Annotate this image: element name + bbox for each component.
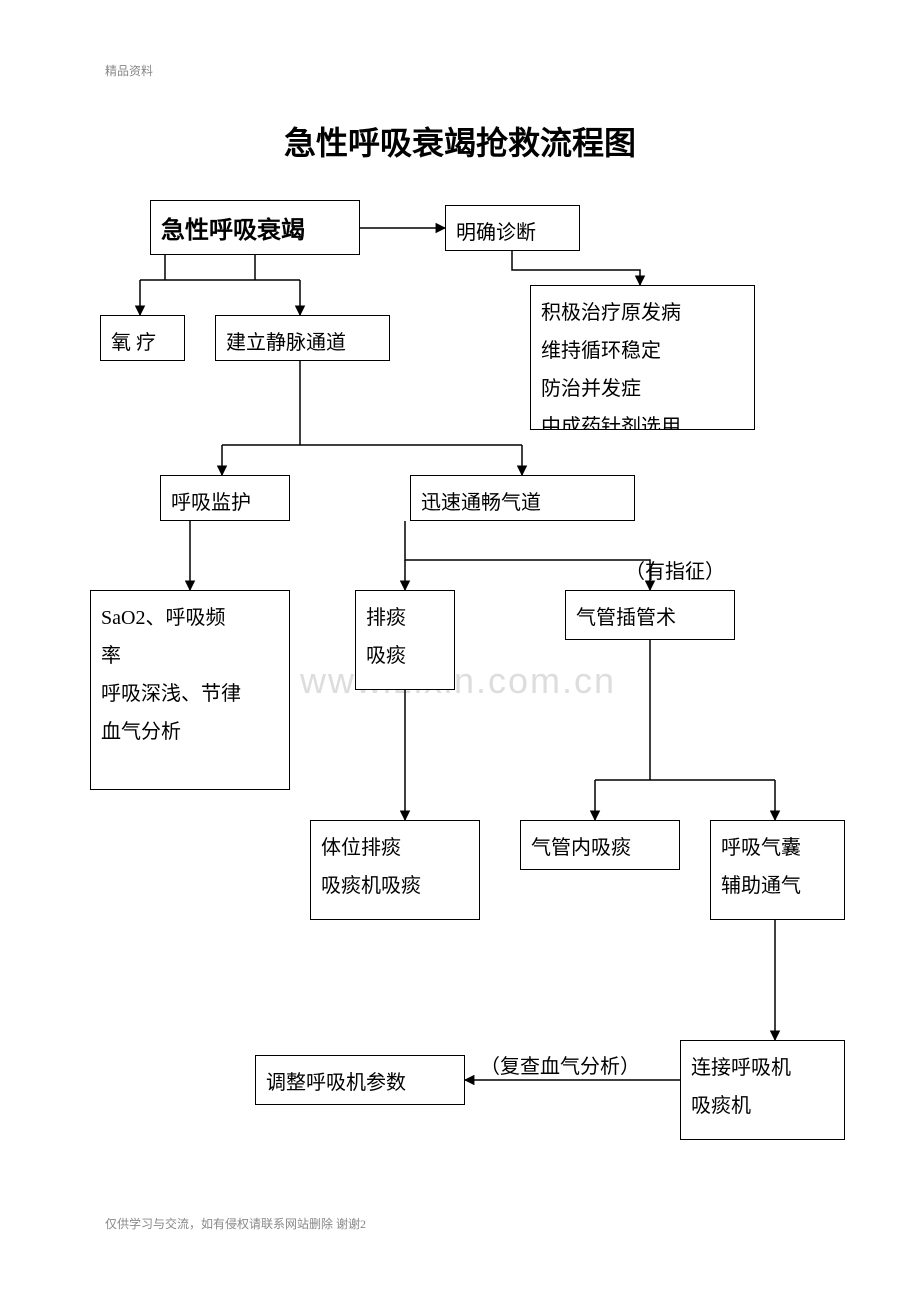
flow-node-line: 氧 疗 [111,324,174,361]
page-title: 急性呼吸衰竭抢救流程图 [0,118,920,164]
flow-node-line: 吸痰机吸痰 [321,867,469,905]
flow-node-line: 明确诊断 [456,214,569,251]
flow-edge [405,521,650,590]
flow-node-n13: 呼吸气囊辅助通气 [710,820,845,920]
flow-node-line: 呼吸气囊 [721,829,834,867]
edge-label-el2: （复查血气分析） [480,1050,640,1079]
flow-node-line: 体位排痰 [321,829,469,867]
flow-node-line: 防治并发症 [541,370,744,408]
flow-node-n11: 体位排痰吸痰机吸痰 [310,820,480,920]
flow-node-line: 连接呼吸机 [691,1049,834,1087]
flow-node-n8: SaO2、呼吸频率呼吸深浅、节律血气分析 [90,590,290,790]
flow-node-n6: 呼吸监护 [160,475,290,521]
flow-node-line: 排痰 [366,599,444,637]
flow-node-n3: 积极治疗原发病维持循环稳定防治并发症中成药针剂选用 [530,285,755,430]
flow-node-line: 建立静脉通道 [226,324,379,361]
flow-node-line: 急性呼吸衰竭 [161,209,349,255]
flow-edge [512,251,640,285]
flow-node-line: 积极治疗原发病 [541,294,744,332]
flow-node-line: 迅速通畅气道 [421,484,624,521]
flow-node-line: 吸痰机 [691,1087,834,1125]
flow-node-n12: 气管内吸痰 [520,820,680,870]
flow-node-n4: 氧 疗 [100,315,185,361]
watermark: www.zixin.com.cn [300,660,616,702]
edge-label-el1: （有指征） [625,555,725,584]
flow-node-n9: 排痰吸痰 [355,590,455,690]
flow-node-line: 吸痰 [366,637,444,675]
flow-node-n7: 迅速通畅气道 [410,475,635,521]
flow-node-n5: 建立静脉通道 [215,315,390,361]
flow-node-n1: 急性呼吸衰竭 [150,200,360,255]
flow-node-n2: 明确诊断 [445,205,580,251]
flow-node-line: 维持循环稳定 [541,332,744,370]
flow-node-line: 血气分析 [101,713,279,751]
flow-node-line: SaO2、呼吸频 [101,599,279,637]
flow-node-line: 呼吸监护 [171,484,279,521]
flow-node-line: 气管插管术 [576,599,724,637]
flow-node-line: 中成药针剂选用 [541,408,744,430]
page-footer: 仅供学习与交流，如有侵权请联系网站删除 谢谢2 [105,1215,366,1232]
flow-node-n14: 连接呼吸机吸痰机 [680,1040,845,1140]
flow-node-line: 调整呼吸机参数 [266,1064,454,1102]
flow-node-line: 率 [101,637,279,675]
page-header: 精品资料 [105,62,153,79]
flow-node-line: 辅助通气 [721,867,834,905]
flow-node-line: 气管内吸痰 [531,829,669,867]
flow-node-n15: 调整呼吸机参数 [255,1055,465,1105]
flow-node-n10: 气管插管术 [565,590,735,640]
flow-node-line: 呼吸深浅、节律 [101,675,279,713]
